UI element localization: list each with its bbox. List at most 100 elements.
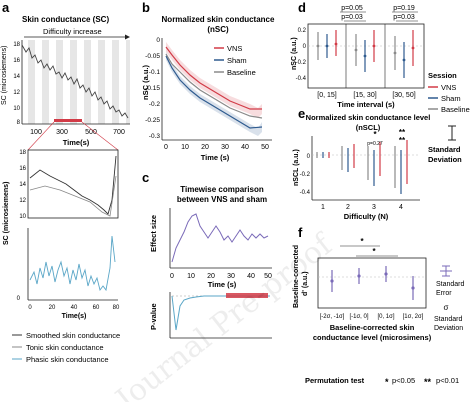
zoom-window-marker — [54, 119, 82, 122]
footer-star2: ** — [424, 377, 432, 387]
panel-e-xlabel: Difficulty (N) — [344, 212, 389, 221]
xtick: [-1σ, 0] — [349, 314, 368, 320]
ytick: 16 — [13, 58, 20, 64]
pval-label: p=0.03 — [393, 14, 415, 21]
panel-a-title: Skin conductance (SC) — [22, 15, 109, 24]
panel-e-title: Normalized skin conductance level — [306, 113, 431, 122]
zoom-yticks: 18 16 14 12 10 — [19, 150, 26, 220]
baseline-line — [165, 53, 263, 119]
ytick: 14 — [19, 182, 26, 188]
zoom-connector-left — [27, 121, 55, 151]
ytick: 10 — [19, 214, 26, 220]
ytick: -0.15 — [145, 85, 160, 92]
panel-d-frame — [307, 23, 425, 89]
ytick: -0.4 — [300, 190, 311, 196]
panel-e-yticks: 0 -0.2 -0.4 — [300, 154, 311, 196]
group-30-50 — [393, 30, 415, 78]
ytick: -0.1 — [149, 69, 161, 76]
xtick: 40 — [241, 144, 249, 151]
ytick: 0 — [156, 37, 160, 44]
sd-label: Standard — [428, 145, 461, 154]
vns-band — [166, 42, 262, 118]
effect-ylabel: Effect size — [149, 215, 158, 252]
footer-label: Permutation test — [305, 376, 365, 385]
difficulty-arrowhead — [125, 34, 130, 40]
panel-a-xlabel: Time(s) — [63, 138, 90, 147]
group-mean — [411, 286, 415, 290]
ytick: 0 — [307, 154, 311, 160]
tonic-sc-line — [29, 175, 117, 217]
legend-label: Smoothed skin conductance — [26, 331, 120, 340]
xtick: 50 — [264, 273, 272, 280]
xtick: 20 — [207, 273, 215, 280]
panel-d: p=0.05 p=0.03 p=0.19 p=0.03 — [291, 5, 470, 114]
xtick: 0 — [28, 305, 32, 311]
panel-letter-f: f — [298, 225, 303, 240]
panel-a-ylabel: SC (microsiemens) — [1, 45, 8, 105]
panel-letter-b: b — [142, 0, 150, 15]
panel-e: Normalized skin conductance level (nSCL)… — [293, 113, 462, 221]
footer-p01: p<0.01 — [436, 376, 459, 385]
footer-star1: * — [385, 377, 389, 387]
legend-label: Sham — [441, 94, 461, 103]
sigma-symbol: σ — [444, 303, 449, 312]
ytick: -0.4 — [296, 76, 307, 82]
xtick: 50 — [261, 144, 269, 151]
ytick: 12 — [19, 198, 26, 204]
panel-c-xticks: 0 10 20 30 40 50 — [170, 273, 272, 280]
xtick: 10 — [187, 273, 195, 280]
xtick: 700 — [113, 129, 125, 136]
panel-f-ylabel: Baseline-corrected — [293, 245, 300, 308]
ytick: -0.2 — [300, 172, 311, 178]
sig-star: ** — [399, 128, 406, 137]
footer-p05: p<0.05 — [392, 376, 415, 385]
group-15-30 — [354, 30, 376, 72]
sig-star: * — [373, 130, 377, 139]
se-label: Standard — [436, 281, 465, 288]
xtick: 30 — [227, 273, 235, 280]
baseline-mean — [393, 51, 397, 55]
sig-star: * — [360, 237, 364, 246]
panel-c-title: Timewise comparison — [180, 185, 264, 194]
xtick: 10 — [181, 144, 189, 151]
sham-mean — [363, 54, 367, 58]
sd-label: Deviation — [434, 325, 463, 332]
vns-mean — [334, 42, 338, 46]
panel-c-xlabel: Time (s) — [208, 280, 237, 289]
panel-letter-c: c — [142, 170, 149, 185]
panel-b-yticks: 0 -0.05 -0.1 -0.15 -0.2 -0.25 -0.3 — [145, 37, 160, 140]
se-legend: Standard Error — [436, 265, 465, 297]
zoom-connector-right — [81, 121, 119, 151]
legend-label: Baseline — [441, 105, 470, 114]
panel-e-xticks: 1 2 3 4 — [321, 204, 403, 211]
xtick: 4 — [399, 204, 403, 211]
xtick: 80 — [113, 305, 120, 311]
legend-label: Tonic skin conductance — [26, 343, 104, 352]
panel-d-xlabel: Time interval (s) — [337, 100, 395, 109]
panel-f-xlabel-1: Baseline-corrected skin — [330, 323, 415, 332]
panel-d-yticks: 0.2 0 -0.2 -0.4 — [296, 28, 307, 82]
xtick: 500 — [85, 129, 97, 136]
significance-bar — [226, 293, 268, 298]
panel-e-subtitle: (nSCL) — [356, 123, 381, 132]
xtick: [15, 30] — [353, 92, 376, 99]
panel-f-ylabel2: d' (a.u.) — [302, 271, 309, 296]
panel-c: Timewise comparison between VNS and sham… — [149, 185, 272, 339]
legend-title: Session — [428, 71, 457, 80]
panel-a-yticks: 18 16 14 12 10 8 — [13, 42, 20, 126]
xtick: 40 — [247, 273, 255, 280]
xtick: 300 — [56, 129, 68, 136]
pvalue-ylabel: P-value — [149, 303, 158, 330]
panel-b-title: Normalized skin conductance — [162, 15, 275, 24]
permutation-footer: Permutation test * p<0.05 ** p<0.01 — [305, 376, 459, 387]
xtick: 3 — [372, 204, 376, 211]
sd-label: Standard — [434, 316, 463, 323]
panel-a-xticks: 100 300 500 700 — [30, 129, 125, 136]
xtick: 100 — [30, 129, 42, 136]
panel-f-frame — [317, 257, 427, 309]
group-mean — [330, 279, 334, 283]
ytick: 14 — [13, 74, 20, 80]
xtick: 0 — [164, 144, 168, 151]
group-0-15 — [316, 30, 338, 60]
sc-trace — [21, 44, 129, 119]
